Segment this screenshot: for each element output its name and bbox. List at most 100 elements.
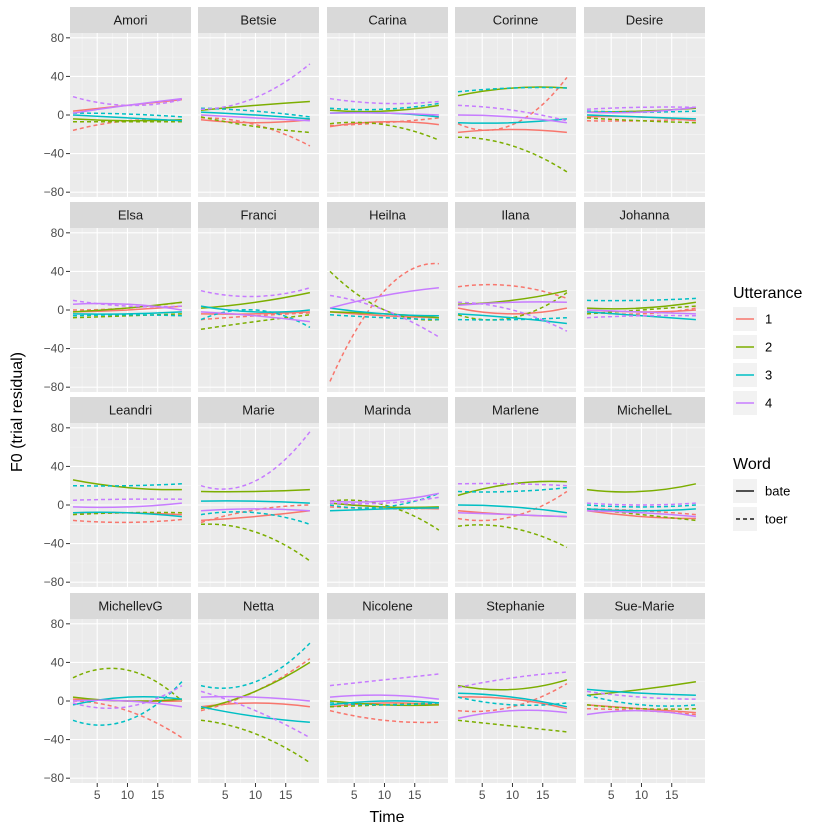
facet-strip-label: Nicolene	[362, 599, 413, 614]
series-line-u2-bate	[457, 86, 567, 97]
facet-strip-label: Marie	[242, 403, 275, 418]
series-line-u2-toer	[200, 314, 310, 331]
series-line-u1-toer	[457, 76, 568, 131]
series-line-u3-bate	[586, 311, 696, 321]
series-line-u2-bate	[72, 301, 182, 313]
facet-strip-label: Stephanie	[486, 599, 545, 614]
series-line-u4-bate	[586, 510, 696, 518]
facet-strip-label: Betsie	[240, 13, 276, 28]
series-line-u3-toer	[200, 511, 311, 526]
series-line-u4-toer	[72, 684, 183, 709]
series-line-u1-bate	[457, 307, 568, 315]
series-line-u3-toer	[72, 681, 183, 726]
series-line-u4-bate	[72, 302, 183, 311]
facet-strip-label: Desire	[626, 13, 664, 28]
legend-label: 1	[765, 312, 772, 327]
facet-panel: Leandri	[70, 397, 191, 587]
series-group	[72, 667, 183, 739]
facet-strip	[327, 593, 448, 619]
series-line-u4-bate	[457, 511, 567, 518]
facet-panel: MichellevG	[70, 593, 191, 783]
series-line-u3-toer	[329, 492, 440, 509]
y-tick-label: 0	[57, 694, 64, 708]
series-group	[329, 673, 439, 724]
y-axis-title: F0 (trial residual)	[9, 352, 26, 472]
series-line-u3-bate	[457, 118, 567, 124]
facet-panel: Amori	[70, 7, 191, 197]
y-tick-label: −40	[44, 537, 65, 551]
y-tick-label: −80	[44, 575, 65, 589]
series-line-u4-toer	[200, 690, 311, 739]
facet-strip	[455, 593, 576, 619]
series-line-u1-bate	[586, 704, 696, 714]
axes: −80 −40 0 40 80 −80 −40 0 40 80 −80 −40 0 40 80 −80 −40 0…	[44, 31, 679, 802]
facet-panel: MichelleL	[584, 397, 705, 587]
y-tick-label: −80	[44, 185, 65, 199]
series-line-u4-bate	[329, 112, 439, 116]
x-tick-label: 5	[608, 788, 615, 802]
x-tick-label: 5	[222, 788, 229, 802]
facet-panel: Johanna	[584, 202, 705, 392]
series-line-u1-toer	[200, 504, 310, 524]
series-group	[457, 76, 568, 173]
x-axis-title: Time	[370, 809, 405, 826]
facet-panel: Sue-Marie	[584, 593, 705, 783]
facet-strip	[455, 7, 576, 33]
y-tick-label: 80	[51, 226, 65, 240]
x-tick-label: 10	[378, 788, 392, 802]
series-group	[72, 95, 183, 132]
facet-strip-label: Corinne	[493, 13, 539, 28]
facet-strip	[455, 202, 576, 228]
series-group	[329, 492, 440, 531]
series-line-u4-toer	[457, 104, 568, 122]
facet-panel: Ilana	[455, 202, 576, 392]
facet-panel: Heilna	[327, 202, 448, 392]
facet-panel: Corinne	[455, 7, 576, 197]
y-tick-label: 0	[57, 303, 64, 317]
series-line-u1-bate	[457, 696, 568, 710]
series-line-u4-bate	[72, 699, 183, 708]
series-line-u2-bate	[200, 661, 311, 710]
facet-strip	[327, 202, 448, 228]
facet-panel: Elsa	[70, 202, 191, 392]
facet-strip-label: Sue-Marie	[615, 599, 675, 614]
series-line-u2-toer	[72, 667, 183, 702]
series-line-u3-bate	[200, 706, 310, 723]
facet-panel: Desire	[584, 7, 705, 197]
x-tick-label: 10	[635, 788, 649, 802]
facet-strip-label: Netta	[243, 599, 275, 614]
series-line-u4-bate	[200, 695, 310, 702]
series-line-u2-bate	[329, 700, 439, 707]
y-tick-label: 40	[51, 69, 65, 83]
series-line-u4-bate	[586, 309, 696, 315]
series-line-u3-toer	[457, 696, 567, 707]
facet-strip	[70, 593, 191, 619]
legend-label: 2	[765, 340, 772, 355]
facet-strip	[198, 7, 319, 33]
facet-strip-label: Marlene	[492, 403, 539, 418]
series-line-u4-bate	[200, 508, 310, 512]
series-line-u1-toer	[200, 117, 311, 147]
series-line-u4-bate	[200, 311, 310, 323]
facet-panel: Franci	[198, 202, 319, 392]
series-line-u3-bate	[457, 504, 568, 514]
legend-label: toer	[765, 512, 788, 527]
x-tick-label: 10	[249, 788, 263, 802]
facet-panel: Betsie	[198, 7, 319, 197]
series-group	[586, 106, 696, 124]
y-tick-label: 0	[57, 108, 64, 122]
y-tick-label: 80	[51, 421, 65, 435]
facet-strip-label: MichellevG	[98, 599, 162, 614]
series-line-u1-bate	[329, 702, 439, 708]
series-line-u3-bate	[457, 313, 567, 325]
y-tick-label: −80	[44, 380, 65, 394]
series-line-u3-bate	[200, 111, 310, 120]
series-line-u3-bate	[72, 114, 182, 122]
series-line-u2-toer	[329, 121, 440, 141]
legend-label: 4	[765, 396, 772, 411]
series-group	[586, 297, 697, 321]
series-line-u2-toer	[329, 499, 440, 531]
facet-strip-label: Ilana	[501, 208, 530, 223]
series-group	[329, 262, 440, 382]
